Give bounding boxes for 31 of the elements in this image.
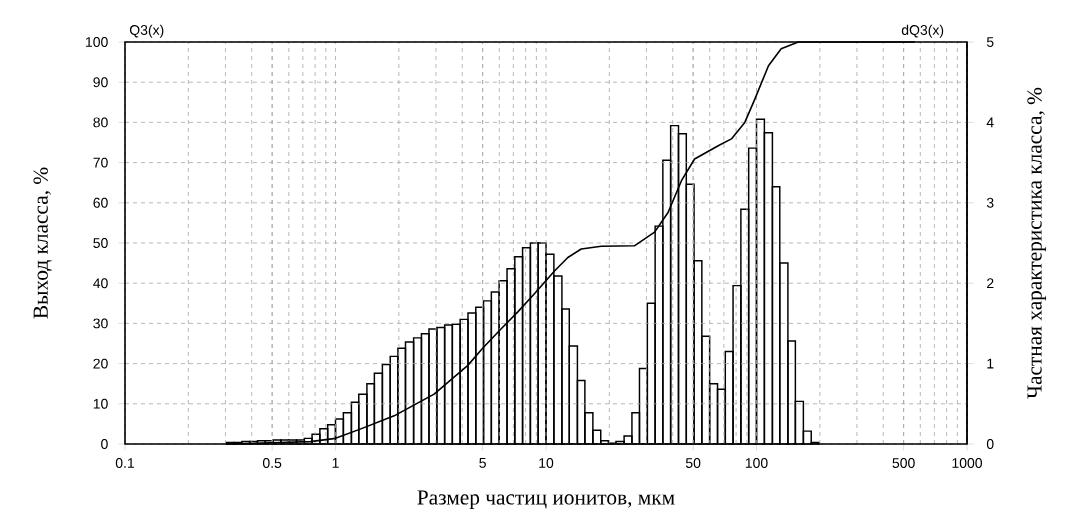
y-tick-label: 40	[93, 278, 108, 289]
y2-tick-label: 1	[987, 358, 994, 369]
y-tick-label: 20	[93, 358, 108, 369]
x-tick-label: 0.1	[115, 458, 135, 468]
y2-tick-label: 2	[987, 278, 994, 289]
y-tick-label: 30	[93, 318, 108, 329]
x-tick-label: 50	[685, 458, 701, 468]
y-tick-label: 70	[93, 157, 108, 168]
text: Q3(x)	[129, 24, 164, 38]
y2-tick-label: 5	[986, 37, 994, 47]
y2-tick-label: 3	[986, 197, 994, 208]
x-axis-title: Размер частиц ионитов, мкм	[417, 490, 675, 509]
text: dQ3(x)	[901, 24, 944, 38]
y-tick-label: 0	[101, 439, 108, 449]
y-tick-label: 60	[93, 197, 108, 208]
y-axis-title: Выход класса, %	[33, 167, 52, 319]
y2-tick-label: 4	[986, 117, 994, 128]
y2-tick-label: 0	[986, 439, 994, 449]
y-tick-label: 80	[93, 117, 108, 128]
x-tick-label: 1	[332, 458, 339, 468]
x-tick-label: 1000	[952, 458, 983, 468]
x-tick-label: 100	[745, 458, 768, 468]
y-tick-label: 10	[93, 398, 108, 409]
y-tick-label: 100	[86, 37, 108, 47]
y2-axis-title: Частная характеристика класса, %	[1027, 87, 1047, 399]
y-tick-label: 90	[93, 77, 108, 88]
x-tick-label: 10	[539, 458, 554, 468]
y-tick-label: 50	[93, 238, 108, 248]
x-tick-label: 5	[479, 458, 486, 468]
x-tick-label: 0.5	[262, 458, 282, 468]
x-tick-label: 500	[892, 458, 915, 468]
